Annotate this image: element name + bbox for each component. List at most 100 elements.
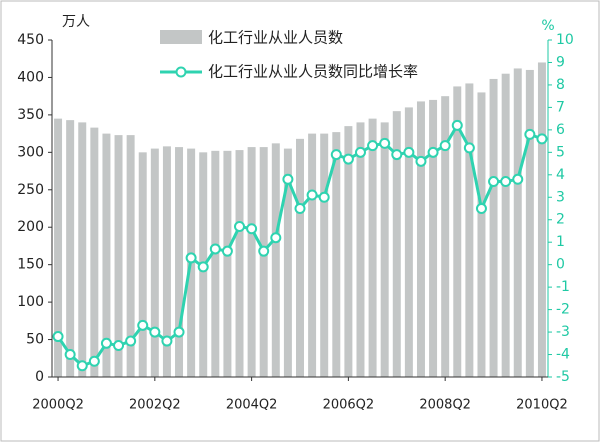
line-marker	[185, 252, 197, 264]
bar	[525, 69, 534, 377]
bar	[66, 120, 75, 378]
bar	[392, 111, 401, 378]
line-marker	[379, 137, 391, 149]
y-tick-label: 450	[17, 32, 44, 48]
line-marker	[234, 220, 246, 232]
bar	[162, 146, 171, 377]
bar	[513, 68, 522, 378]
line-marker	[427, 146, 439, 158]
bar	[429, 99, 438, 378]
bar	[320, 133, 329, 377]
line-marker	[282, 173, 294, 185]
x-tick-label: 2000Q2	[32, 398, 84, 413]
line-marker	[125, 335, 137, 347]
y2-tick-label: 2	[556, 212, 565, 228]
line-marker	[451, 119, 463, 131]
bar	[102, 133, 111, 377]
legend-label: 化工行业从业人员数	[208, 29, 343, 47]
y-tick-label: 300	[17, 144, 44, 160]
y2-tick-label: -3	[556, 324, 570, 340]
bar	[223, 150, 232, 377]
y2-tick-label: 3	[556, 189, 565, 205]
line-marker	[500, 176, 512, 188]
bar	[501, 73, 510, 377]
bar	[453, 86, 462, 377]
bar	[416, 101, 425, 378]
line-marker	[367, 140, 379, 152]
x-tick-label: 2008Q2	[419, 398, 471, 413]
line-marker	[246, 223, 258, 235]
bar	[78, 122, 87, 377]
y-axis-label: 万人	[62, 14, 90, 30]
line-marker	[197, 261, 209, 273]
x-tick-label: 2006Q2	[323, 398, 375, 413]
y2-tick-label: 0	[556, 257, 565, 273]
y-tick-label: 50	[26, 332, 44, 348]
bar	[356, 122, 365, 377]
line-marker	[342, 153, 354, 165]
bar	[380, 122, 389, 377]
y2-tick-label: 9	[556, 54, 565, 70]
bar	[271, 143, 280, 377]
bar	[114, 135, 123, 377]
bar	[465, 83, 474, 378]
y-tick-label: 350	[17, 107, 44, 123]
line-marker	[221, 245, 233, 257]
line-marker	[161, 335, 173, 347]
x-tick-label: 2010Q2	[516, 398, 568, 413]
bar	[90, 127, 99, 378]
legend-swatch	[160, 30, 202, 44]
line-marker	[113, 340, 125, 352]
line-marker	[173, 326, 185, 338]
y-tick-label: 400	[17, 69, 44, 85]
line-marker	[294, 203, 306, 214]
line-marker	[512, 173, 524, 185]
line-marker	[354, 146, 366, 158]
bar	[489, 78, 498, 377]
line-marker	[463, 142, 475, 154]
line-marker	[475, 203, 487, 214]
bar	[259, 147, 268, 377]
bar	[175, 147, 184, 377]
x-tick-label: 2002Q2	[129, 398, 181, 413]
line-marker	[330, 149, 342, 161]
bar	[332, 132, 341, 377]
y-tick-label: 150	[17, 257, 44, 273]
y2-tick-label: 4	[556, 167, 565, 183]
bar	[126, 135, 135, 377]
bar	[537, 62, 546, 377]
line-marker	[318, 191, 330, 203]
bar	[247, 147, 256, 377]
line-marker	[137, 319, 149, 331]
line-marker	[403, 146, 415, 158]
line-marker	[76, 360, 88, 372]
bar	[344, 126, 353, 377]
y2-tick-label: 7	[556, 99, 565, 115]
line-marker	[258, 245, 270, 257]
bar	[441, 96, 450, 378]
bar	[368, 118, 377, 377]
bar	[308, 133, 317, 377]
bar	[283, 148, 292, 377]
y-tick-label: 200	[17, 219, 44, 235]
line-marker	[64, 349, 76, 361]
line-marker	[149, 326, 161, 338]
line-marker	[52, 331, 64, 343]
bar	[138, 152, 147, 377]
y2-tick-label: -4	[556, 347, 570, 363]
line-marker	[524, 128, 536, 140]
y2-tick-label: -2	[556, 302, 570, 318]
y-tick-label: 0	[35, 369, 44, 385]
line-marker	[209, 243, 221, 255]
y-tick-label: 250	[17, 182, 44, 198]
line-marker	[306, 189, 318, 201]
line-marker	[100, 337, 112, 349]
bar	[296, 138, 304, 377]
line-marker	[415, 155, 427, 167]
y2-tick-label: -5	[556, 369, 570, 385]
y2-tick-label: 10	[556, 32, 574, 48]
bar	[235, 150, 244, 377]
bar	[477, 92, 486, 377]
